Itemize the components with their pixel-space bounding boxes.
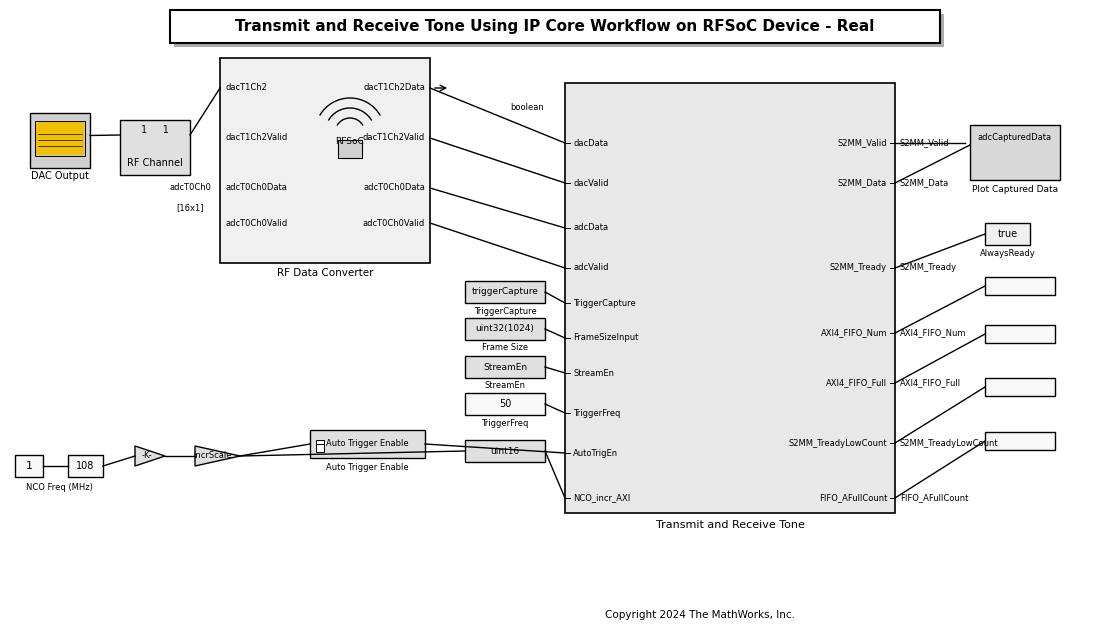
Text: [16x1]: [16x1] <box>176 203 204 212</box>
Text: AXI4_FIFO_Full: AXI4_FIFO_Full <box>900 379 961 388</box>
FancyBboxPatch shape <box>985 325 1055 343</box>
Text: 1: 1 <box>25 461 32 471</box>
Text: AXI4_FIFO_Num: AXI4_FIFO_Num <box>900 329 966 338</box>
Text: 1     1: 1 1 <box>141 125 169 135</box>
Text: Plot Captured Data: Plot Captured Data <box>972 185 1058 194</box>
Text: TriggerFreq: TriggerFreq <box>573 408 620 417</box>
Text: uint16: uint16 <box>490 446 519 455</box>
FancyBboxPatch shape <box>37 122 84 155</box>
Text: dacT1Ch2: dacT1Ch2 <box>225 84 267 93</box>
Text: FIFO_AFullCount: FIFO_AFullCount <box>900 493 969 502</box>
Text: StreamEn: StreamEn <box>485 381 526 390</box>
FancyBboxPatch shape <box>315 444 324 452</box>
Text: dacT1Ch2Valid: dacT1Ch2Valid <box>363 134 425 143</box>
Polygon shape <box>195 446 240 466</box>
Text: adcValid: adcValid <box>573 264 609 273</box>
Text: dacValid: dacValid <box>573 179 609 188</box>
FancyBboxPatch shape <box>315 440 324 448</box>
FancyBboxPatch shape <box>465 281 545 303</box>
FancyBboxPatch shape <box>68 455 103 477</box>
FancyBboxPatch shape <box>985 432 1055 450</box>
Text: adcCapturedData: adcCapturedData <box>977 132 1052 141</box>
Text: dacData: dacData <box>573 138 608 147</box>
Text: StreamEn: StreamEn <box>573 368 614 377</box>
Text: uint32(1024): uint32(1024) <box>476 325 535 334</box>
FancyBboxPatch shape <box>120 120 190 175</box>
Text: incrScale: incrScale <box>194 451 232 460</box>
FancyBboxPatch shape <box>970 125 1061 180</box>
Text: TriggerCapture: TriggerCapture <box>573 298 635 307</box>
Text: Copyright 2024 The MathWorks, Inc.: Copyright 2024 The MathWorks, Inc. <box>606 610 795 620</box>
FancyBboxPatch shape <box>35 121 85 156</box>
Text: AutoTrigEn: AutoTrigEn <box>573 449 618 458</box>
Text: 108: 108 <box>76 461 95 471</box>
Text: Frame Size: Frame Size <box>482 343 528 352</box>
Text: AlwaysReady: AlwaysReady <box>980 248 1035 257</box>
Text: RF Channel: RF Channel <box>127 158 183 168</box>
Text: NCO_incr_AXI: NCO_incr_AXI <box>573 493 630 502</box>
Text: S2MM_Data: S2MM_Data <box>838 179 887 188</box>
FancyBboxPatch shape <box>174 14 944 47</box>
Text: S2MM_TreadyLowCount: S2MM_TreadyLowCount <box>900 439 999 448</box>
Text: adcT0Ch0Valid: adcT0Ch0Valid <box>363 219 425 228</box>
Text: S2MM_Tready: S2MM_Tready <box>900 264 958 273</box>
Text: AXI4_FIFO_Full: AXI4_FIFO_Full <box>826 379 887 388</box>
FancyBboxPatch shape <box>465 318 545 340</box>
FancyBboxPatch shape <box>170 10 940 43</box>
Text: S2MM_TreadyLowCount: S2MM_TreadyLowCount <box>788 439 887 448</box>
Text: S2MM_Valid: S2MM_Valid <box>837 138 887 147</box>
Text: RFSoC: RFSoC <box>335 136 364 145</box>
Text: dacT1Ch2Data: dacT1Ch2Data <box>363 84 425 93</box>
FancyBboxPatch shape <box>310 430 425 458</box>
Text: S2MM_Data: S2MM_Data <box>900 179 949 188</box>
FancyBboxPatch shape <box>985 277 1055 295</box>
FancyBboxPatch shape <box>465 440 545 462</box>
Text: Transmit and Receive Tone: Transmit and Receive Tone <box>655 520 805 530</box>
Text: FrameSizeInput: FrameSizeInput <box>573 334 639 343</box>
Text: AXI4_FIFO_Num: AXI4_FIFO_Num <box>820 329 887 338</box>
Text: adcT0Ch0Data: adcT0Ch0Data <box>363 183 425 192</box>
Text: true: true <box>997 229 1017 239</box>
FancyBboxPatch shape <box>338 140 362 158</box>
FancyBboxPatch shape <box>465 393 545 415</box>
Text: FIFO_AFullCount: FIFO_AFullCount <box>818 493 887 502</box>
Text: adcT0Ch0: adcT0Ch0 <box>169 183 211 192</box>
Text: Auto Trigger Enable: Auto Trigger Enable <box>327 440 408 449</box>
Text: boolean: boolean <box>510 104 544 113</box>
Text: -K-: -K- <box>142 451 153 460</box>
Text: TriggerCapture: TriggerCapture <box>474 307 537 316</box>
Text: adcT0Ch0Valid: adcT0Ch0Valid <box>225 219 287 228</box>
FancyBboxPatch shape <box>465 356 545 378</box>
FancyBboxPatch shape <box>985 378 1055 396</box>
FancyBboxPatch shape <box>985 223 1030 245</box>
FancyBboxPatch shape <box>15 455 43 477</box>
Text: triggerCapture: triggerCapture <box>472 287 538 296</box>
Text: TriggerFreq: TriggerFreq <box>482 419 529 428</box>
Text: RF Data Converter: RF Data Converter <box>277 268 373 278</box>
Text: Transmit and Receive Tone Using IP Core Workflow on RFSoC Device - Real: Transmit and Receive Tone Using IP Core … <box>236 19 875 34</box>
FancyBboxPatch shape <box>565 83 894 513</box>
Polygon shape <box>135 446 165 466</box>
Text: 50: 50 <box>499 399 511 409</box>
Text: Auto Trigger Enable: Auto Trigger Enable <box>327 462 408 471</box>
Text: S2MM_Valid: S2MM_Valid <box>900 138 950 147</box>
Text: dacT1Ch2Valid: dacT1Ch2Valid <box>225 134 287 143</box>
Text: DAC Output: DAC Output <box>31 171 89 181</box>
Text: NCO Freq (MHz): NCO Freq (MHz) <box>25 482 93 491</box>
Text: S2MM_Tready: S2MM_Tready <box>830 264 887 273</box>
FancyBboxPatch shape <box>220 58 430 263</box>
Text: StreamEn: StreamEn <box>483 363 527 372</box>
FancyBboxPatch shape <box>30 113 90 168</box>
Text: adcT0Ch0Data: adcT0Ch0Data <box>225 183 287 192</box>
Text: adcData: adcData <box>573 224 608 233</box>
